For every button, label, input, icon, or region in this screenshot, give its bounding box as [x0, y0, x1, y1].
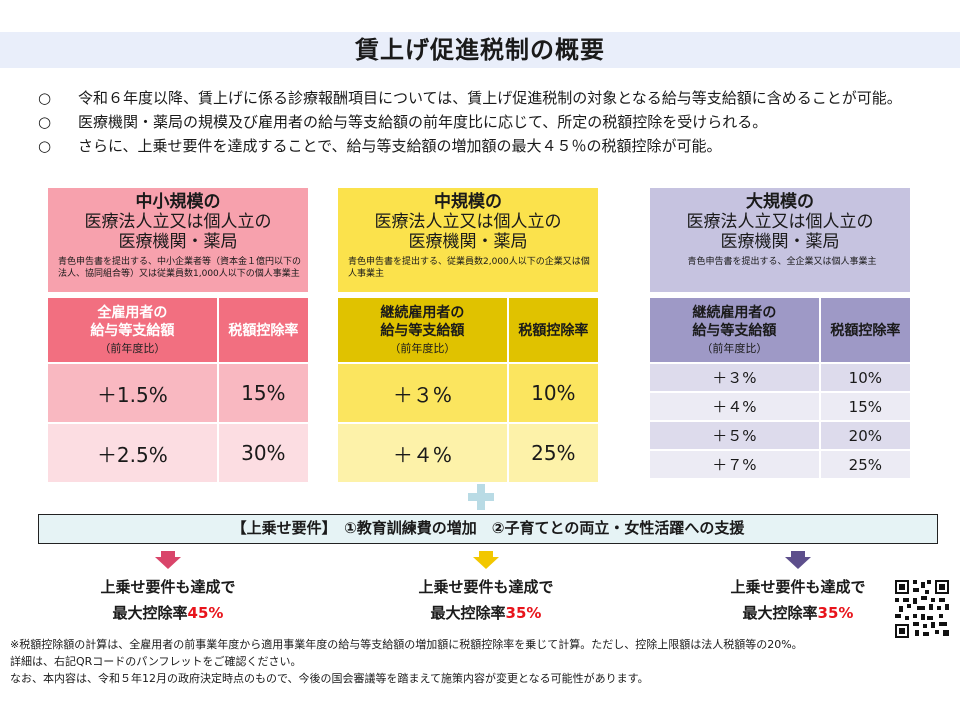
header-line: 継続雇用者の	[692, 305, 777, 321]
increase-cell: ＋５%	[650, 422, 819, 449]
column-note: 青色申告書を提出する、従業員数2,000人以下の企業又は個人事業主	[348, 257, 590, 279]
result-line: 上乗せ要件も達成で	[418, 578, 554, 596]
summary-bullets: ○ 令和６年度以降、賃上げに係る診療報酬項目については、賃上げ促進税制の対象とな…	[38, 86, 938, 158]
increase-cell: ＋３%	[650, 364, 819, 391]
qr-code-icon[interactable]	[895, 580, 949, 638]
result-line: 上乗せ要件も達成で	[100, 578, 236, 596]
result-prefix: 最大控除率	[742, 604, 818, 622]
result-percent: 35%	[505, 604, 542, 622]
down-arrow-icon	[155, 551, 181, 569]
bullet-text: さらに、上乗せ要件を達成することで、給与等支給額の増加額の最大４５％の税額控除が…	[78, 137, 722, 155]
rate-table-large: 継続雇用者の 給与等支給額 （前年度比） 税額控除率 ＋３% 10% ＋４% 1…	[650, 298, 910, 478]
column-subheading: 医療法人立又は個人立の	[686, 212, 874, 232]
table-row: ＋３% 10%	[650, 364, 910, 391]
result-line: 上乗せ要件も達成で	[730, 578, 866, 596]
increase-cell: ＋３%	[338, 364, 507, 422]
column-header: 中規模の 医療法人立又は個人立の 医療機関・薬局 青色申告書を提出する、従業員数…	[338, 188, 598, 292]
table-row: ＋４% 25%	[338, 424, 598, 482]
column-note: 青色申告書を提出する、全企業又は個人事業主	[687, 257, 877, 267]
table-row: ＋５% 20%	[650, 422, 910, 449]
column-mid: 中規模の 医療法人立又は個人立の 医療機関・薬局 青色申告書を提出する、従業員数…	[338, 188, 598, 292]
result-percent: 35%	[817, 604, 854, 622]
increase-cell: ＋1.5%	[48, 364, 217, 422]
rate-table-mid: 継続雇用者の 給与等支給額 （前年度比） 税額控除率 ＋３% 10% ＋４% 2…	[338, 298, 598, 482]
header-line: 給与等支給額	[380, 323, 465, 339]
column-subheading: 医療機関・薬局	[408, 232, 528, 252]
header-line: 給与等支給額	[90, 323, 175, 339]
bullet-mark: ○	[38, 113, 52, 131]
header-sub: （前年度比）	[389, 342, 456, 355]
column-large: 大規模の 医療法人立又は個人立の 医療機関・薬局 青色申告書を提出する、全企業又…	[650, 188, 910, 292]
title-band	[0, 32, 960, 68]
column-subheading: 医療機関・薬局	[118, 232, 238, 252]
header-increase: 継続雇用者の 給与等支給額 （前年度比）	[650, 298, 819, 362]
increase-cell: ＋2.5%	[48, 424, 217, 482]
result-prefix: 最大控除率	[430, 604, 506, 622]
footnote: なお、本内容は、令和５年12月の政府決定時点のもので、今後の国会審議等を踏まえて…	[10, 672, 649, 685]
table-header: 継続雇用者の 給与等支給額 （前年度比） 税額控除率	[650, 298, 910, 362]
header-increase: 継続雇用者の 給与等支給額 （前年度比）	[338, 298, 507, 362]
rate-table-small: 全雇用者の 給与等支給額 （前年度比） 税額控除率 ＋1.5% 15% ＋2.5…	[48, 298, 308, 482]
rate-cell: 15%	[218, 364, 308, 422]
increase-cell: ＋４%	[338, 424, 507, 482]
table-row: ＋2.5% 30%	[48, 424, 308, 482]
bullet-item: ○ 令和６年度以降、賃上げに係る診療報酬項目については、賃上げ促進税制の対象とな…	[38, 86, 938, 110]
bullet-mark: ○	[38, 137, 52, 155]
table-row: ＋３% 10%	[338, 364, 598, 422]
column-heading: 中規模の	[434, 192, 502, 212]
column-subheading: 医療法人立又は個人立の	[374, 212, 562, 232]
footnote: 詳細は、右記QRコードのパンフレットをご確認ください。	[10, 655, 302, 668]
column-heading: 大規模の	[746, 192, 814, 212]
header-increase: 全雇用者の 給与等支給額 （前年度比）	[48, 298, 217, 362]
result-small: 上乗せ要件も達成で 最大控除率45%	[68, 574, 268, 626]
column-heading: 中小規模の	[135, 192, 221, 212]
increase-cell: ＋７%	[650, 451, 819, 478]
rate-cell: 10%	[508, 364, 598, 422]
rate-cell: 30%	[218, 424, 308, 482]
table-row: ＋７% 25%	[650, 451, 910, 478]
rate-cell: 15%	[820, 393, 910, 420]
result-percent: 45%	[187, 604, 224, 622]
result-mid: 上乗せ要件も達成で 最大控除率35%	[386, 574, 586, 626]
header-line: 全雇用者の	[97, 305, 168, 321]
bullet-text: 令和６年度以降、賃上げに係る診療報酬項目については、賃上げ促進税制の対象となる給…	[78, 89, 902, 107]
bullet-item: ○ さらに、上乗せ要件を達成することで、給与等支給額の増加額の最大４５％の税額控…	[38, 134, 938, 158]
bullet-item: ○ 医療機関・薬局の規模及び雇用者の給与等支給額の前年度比に応じて、所定の税額控…	[38, 110, 938, 134]
rate-cell: 25%	[508, 424, 598, 482]
down-arrow-icon	[785, 551, 811, 569]
footnote: ※税額控除額の計算は、全雇用者の前事業年度から適用事業年度の給与等支給額の増加額…	[10, 638, 803, 651]
header-line: 給与等支給額	[692, 323, 777, 339]
header-sub: （前年度比）	[99, 342, 166, 355]
bullet-mark: ○	[38, 89, 52, 107]
table-row: ＋４% 15%	[650, 393, 910, 420]
column-note: 青色申告書を提出する、中小企業者等（資本金１億円以下の法人、協同組合等）又は従業…	[58, 257, 302, 279]
column-subheading: 医療法人立又は個人立の	[84, 212, 272, 232]
table-row: ＋1.5% 15%	[48, 364, 308, 422]
table-header: 継続雇用者の 給与等支給額 （前年度比） 税額控除率	[338, 298, 598, 362]
rate-cell: 25%	[820, 451, 910, 478]
rate-cell: 20%	[820, 422, 910, 449]
column-header: 中小規模の 医療法人立又は個人立の 医療機関・薬局 青色申告書を提出する、中小企…	[48, 188, 308, 292]
increase-cell: ＋４%	[650, 393, 819, 420]
page-title: 賃上げ促進税制の概要	[355, 36, 605, 64]
plus-icon	[468, 484, 494, 510]
rate-cell: 10%	[820, 364, 910, 391]
bullet-text: 医療機関・薬局の規模及び雇用者の給与等支給額の前年度比に応じて、所定の税額控除を…	[78, 113, 768, 131]
requirements-box: 【上乗せ要件】 ①教育訓練費の増加 ②子育てとの両立・女性活躍への支援	[38, 514, 938, 544]
column-subheading: 医療機関・薬局	[720, 232, 840, 252]
header-sub: （前年度比）	[701, 342, 768, 355]
column-header: 大規模の 医療法人立又は個人立の 医療機関・薬局 青色申告書を提出する、全企業又…	[650, 188, 910, 292]
footnotes: ※税額控除額の計算は、全雇用者の前事業年度から適用事業年度の給与等支給額の増加額…	[10, 636, 940, 687]
table-header: 全雇用者の 給与等支給額 （前年度比） 税額控除率	[48, 298, 308, 362]
result-large: 上乗せ要件も達成で 最大控除率35%	[698, 574, 898, 626]
header-rate: 税額控除率	[508, 298, 598, 362]
header-rate: 税額控除率	[218, 298, 308, 362]
header-rate: 税額控除率	[820, 298, 910, 362]
result-prefix: 最大控除率	[112, 604, 188, 622]
header-line: 継続雇用者の	[380, 305, 465, 321]
column-small: 中小規模の 医療法人立又は個人立の 医療機関・薬局 青色申告書を提出する、中小企…	[48, 188, 308, 292]
down-arrow-icon	[473, 551, 499, 569]
